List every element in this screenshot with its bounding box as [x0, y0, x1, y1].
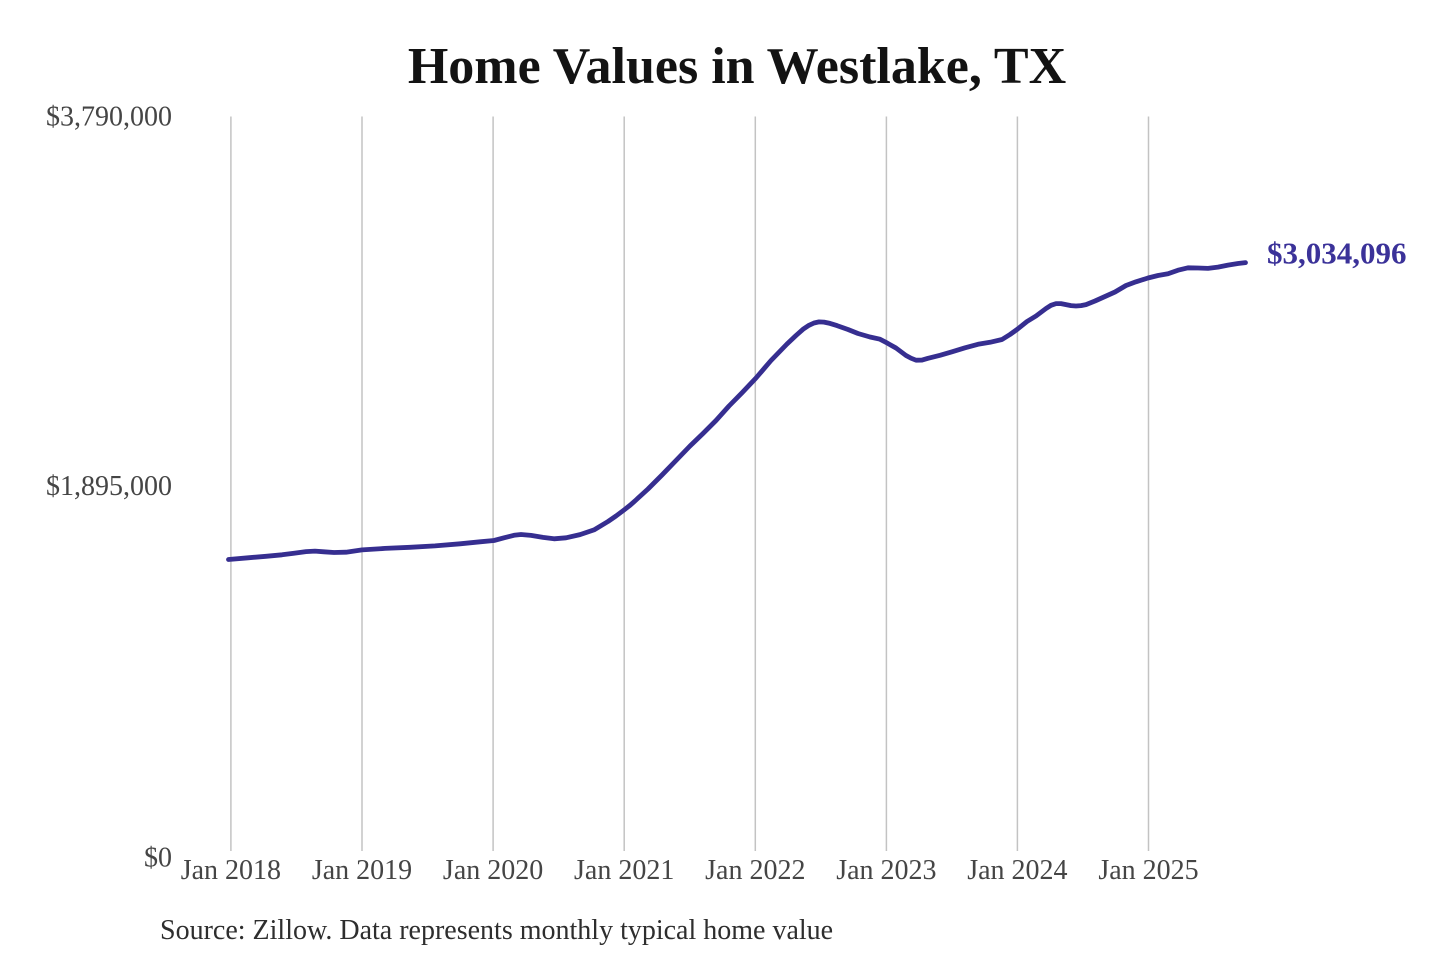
- svg-text:$1,895,000: $1,895,000: [46, 471, 172, 502]
- svg-text:Source: Zillow. Data represent: Source: Zillow. Data represents monthly …: [160, 915, 833, 946]
- svg-text:Jan 2019: Jan 2019: [312, 855, 412, 886]
- svg-text:$3,790,000: $3,790,000: [46, 102, 172, 133]
- svg-text:Jan 2025: Jan 2025: [1098, 855, 1198, 886]
- svg-text:Home Values in Westlake, TX: Home Values in Westlake, TX: [408, 38, 1066, 95]
- svg-text:Jan 2018: Jan 2018: [181, 855, 281, 886]
- svg-text:Jan 2024: Jan 2024: [967, 855, 1067, 886]
- svg-text:Jan 2022: Jan 2022: [705, 855, 805, 886]
- svg-text:$3,034,096: $3,034,096: [1267, 236, 1407, 271]
- svg-text:Jan 2023: Jan 2023: [836, 855, 936, 886]
- svg-text:Jan 2021: Jan 2021: [574, 855, 674, 886]
- svg-text:$0: $0: [144, 842, 172, 873]
- svg-text:Jan 2020: Jan 2020: [443, 855, 543, 886]
